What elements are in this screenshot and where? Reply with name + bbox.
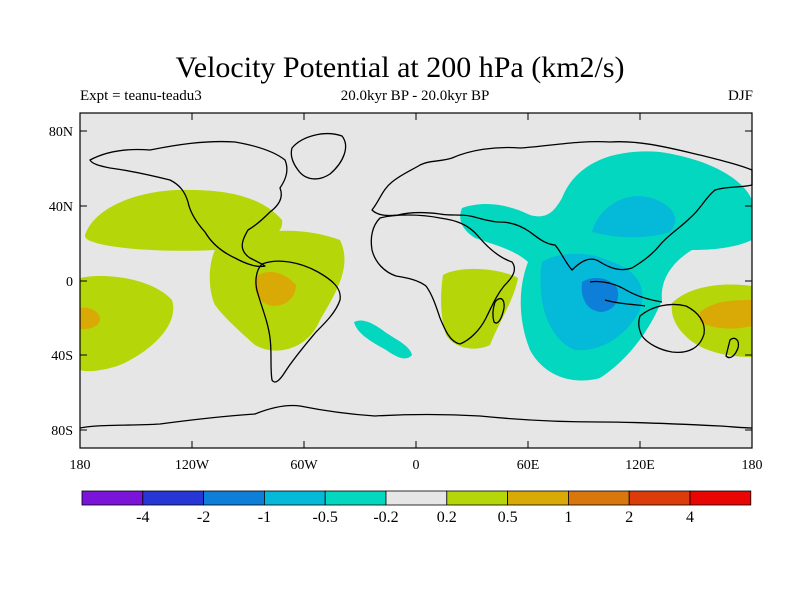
lat-label: 80N (49, 125, 73, 140)
colorbar-label: -0.5 (313, 509, 338, 526)
contour-negative-satlantic (354, 320, 412, 359)
lat-label: 40S (51, 349, 73, 364)
lon-label: 0 (413, 458, 420, 473)
colorbar-box (142, 490, 205, 506)
colorbar-label: 0.5 (498, 509, 518, 526)
axis-ticks (79, 113, 753, 448)
colorbar-box (568, 490, 630, 506)
colorbar-box (628, 490, 691, 506)
colorbar-label: -2 (197, 509, 210, 526)
coast-madagascar (492, 297, 505, 324)
contour-050-spacific (80, 307, 100, 330)
lon-label: 120E (625, 458, 655, 473)
colorbar-label: 2 (625, 509, 633, 526)
colorbar-box (263, 490, 326, 506)
contour-neg1-indonesia (581, 278, 619, 312)
contour-050-amazon (254, 271, 296, 306)
coast-north-america (89, 140, 288, 268)
coast-new-zealand (725, 337, 740, 359)
contour-fills (80, 151, 752, 381)
colorbar (81, 490, 752, 506)
map-subtitle: 20.0kyr BP - 20.0kyr BP (340, 88, 490, 104)
colorbar-box (324, 490, 387, 506)
lon-label: 180 (742, 458, 763, 473)
lat-label: 40N (49, 200, 73, 215)
coast-indonesia (589, 280, 663, 307)
coast-australia (638, 303, 705, 354)
colorbar-box (689, 490, 752, 506)
lat-label: 80S (51, 424, 73, 439)
colorbar-label: 0.2 (437, 509, 457, 526)
coast-south-america (255, 260, 341, 383)
coast-europe-asia (371, 140, 753, 271)
experiment-label: Expt = teanu-teadu3 (80, 88, 202, 104)
colorbar-box (507, 490, 569, 506)
contour-positive-safrica (441, 268, 518, 349)
colorbar-label: 4 (686, 509, 694, 526)
colorbar-box (385, 490, 448, 506)
map-title: Velocity Potential at 200 hPa (km2/s) (175, 51, 625, 84)
colorbar-label: 1 (564, 509, 572, 526)
colorbar-label: -0.2 (373, 509, 398, 526)
coastlines (79, 133, 753, 429)
lon-label: 120W (175, 458, 210, 473)
colorbar-box (81, 490, 144, 506)
coast-antarctica (79, 404, 753, 429)
colorbar-box (203, 490, 265, 506)
lon-label: 60W (290, 458, 318, 473)
season-label: DJF (727, 88, 753, 104)
contour-neg050-china (592, 196, 676, 238)
colorbar-labels: -4 -2 -1 -0.5 -0.2 0.2 0.5 1 2 4 (136, 509, 694, 526)
coast-greenland (290, 133, 347, 180)
contour-positive-spacific (80, 275, 174, 372)
lat-label: 0 (66, 275, 73, 290)
colorbar-box (446, 490, 508, 506)
lon-label: 60E (517, 458, 540, 473)
latitude-labels: 80N 40N 0 40S 80S (49, 125, 73, 439)
lon-label: 180 (70, 458, 91, 473)
contour-050-australia (700, 300, 752, 329)
longitude-labels: 180 120W 60W 0 60E 120E 180 (70, 458, 763, 473)
contour-positive-npacific (85, 189, 283, 251)
colorbar-label: -4 (136, 509, 149, 526)
colorbar-label: -1 (258, 509, 271, 526)
coast-africa (370, 214, 516, 345)
